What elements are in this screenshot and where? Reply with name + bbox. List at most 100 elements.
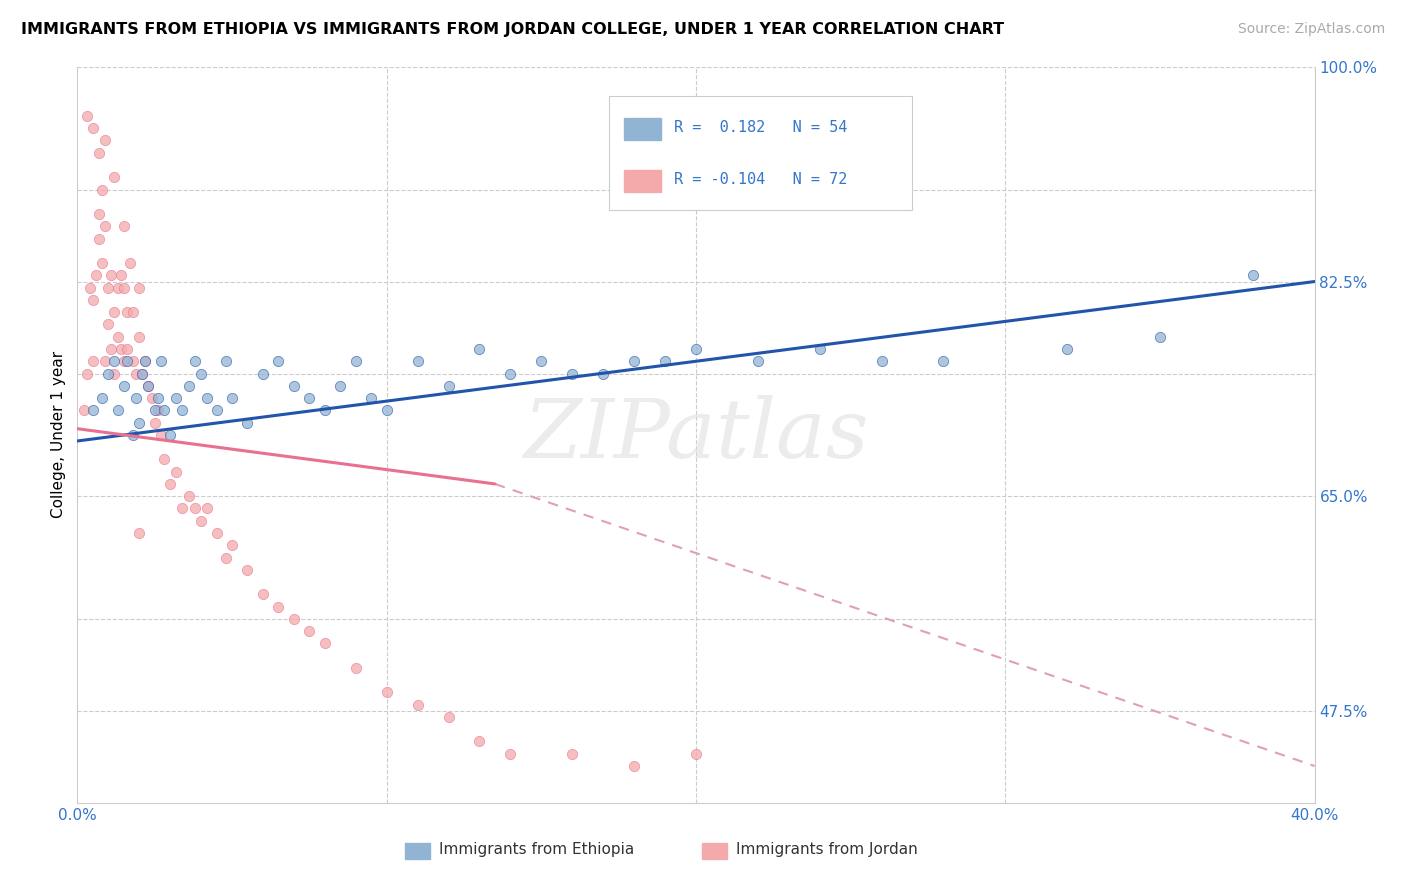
Point (561, 747, 583, 761)
Point (82, 403, 104, 417)
Point (76, 109, 98, 123)
Point (107, 403, 129, 417)
Point (94, 354, 117, 368)
Point (138, 378, 160, 392)
Point (128, 281, 150, 295)
Point (115, 305, 138, 319)
Point (94, 133, 117, 147)
Point (112, 219, 135, 234)
Point (298, 624, 321, 639)
Point (329, 378, 352, 392)
Point (134, 354, 156, 368)
Point (808, 342, 831, 356)
FancyBboxPatch shape (624, 170, 661, 192)
Point (437, 378, 460, 392)
Point (125, 367, 148, 381)
Point (159, 476, 181, 491)
Point (215, 550, 238, 565)
Point (561, 367, 583, 381)
Point (165, 391, 187, 405)
Point (654, 354, 676, 368)
FancyBboxPatch shape (609, 96, 912, 211)
Point (103, 354, 125, 368)
Point (870, 354, 893, 368)
Point (143, 416, 166, 430)
Point (122, 428, 145, 442)
Point (236, 416, 259, 430)
Point (94, 219, 117, 234)
Point (623, 759, 645, 773)
Point (146, 403, 169, 417)
Point (283, 612, 305, 626)
Point (82, 121, 104, 136)
Point (143, 403, 166, 417)
Point (205, 525, 228, 540)
Point (252, 587, 274, 601)
Point (97, 367, 120, 381)
Point (375, 403, 398, 417)
Point (87, 207, 110, 221)
Point (128, 525, 150, 540)
Point (1241, 268, 1264, 283)
Point (112, 378, 135, 392)
Point (103, 170, 125, 185)
Point (159, 428, 181, 442)
Point (100, 342, 122, 356)
Point (79, 281, 101, 295)
Point (195, 501, 218, 516)
Point (499, 747, 522, 761)
Text: R =  0.182   N = 54: R = 0.182 N = 54 (673, 120, 846, 136)
Text: Source: ZipAtlas.com: Source: ZipAtlas.com (1237, 22, 1385, 37)
Point (190, 514, 212, 528)
Point (406, 698, 429, 712)
Point (112, 354, 135, 368)
Point (153, 452, 176, 467)
Point (190, 367, 212, 381)
Point (267, 599, 290, 614)
Point (122, 354, 145, 368)
Point (205, 403, 228, 417)
Point (141, 391, 163, 405)
Point (87, 231, 110, 245)
Point (112, 281, 135, 295)
Point (468, 734, 491, 748)
Point (685, 747, 707, 761)
Point (437, 710, 460, 724)
Point (82, 293, 104, 307)
Point (184, 501, 207, 516)
Point (100, 268, 122, 283)
Point (128, 330, 150, 344)
FancyBboxPatch shape (624, 119, 661, 140)
Point (177, 489, 200, 503)
Point (91, 182, 114, 196)
Point (468, 342, 491, 356)
Point (236, 563, 259, 577)
Text: Immigrants from Ethiopia: Immigrants from Ethiopia (439, 842, 634, 856)
Point (215, 354, 238, 368)
Point (623, 354, 645, 368)
Point (128, 416, 150, 430)
Point (221, 538, 243, 552)
Point (149, 354, 172, 368)
Point (110, 268, 132, 283)
Point (184, 354, 207, 368)
Point (298, 391, 321, 405)
Point (110, 342, 132, 356)
Point (172, 501, 194, 516)
Text: R = -0.104   N = 72: R = -0.104 N = 72 (673, 172, 846, 187)
Point (375, 685, 398, 699)
Point (592, 367, 614, 381)
Point (685, 342, 707, 356)
Y-axis label: College, Under 1 year: College, Under 1 year (51, 351, 66, 518)
Point (91, 391, 114, 405)
Point (747, 354, 769, 368)
Point (499, 367, 522, 381)
Point (1056, 342, 1078, 356)
Point (107, 281, 129, 295)
Point (115, 354, 138, 368)
FancyBboxPatch shape (702, 843, 727, 860)
Point (344, 661, 367, 675)
Point (314, 403, 336, 417)
Point (344, 354, 367, 368)
Point (97, 281, 120, 295)
